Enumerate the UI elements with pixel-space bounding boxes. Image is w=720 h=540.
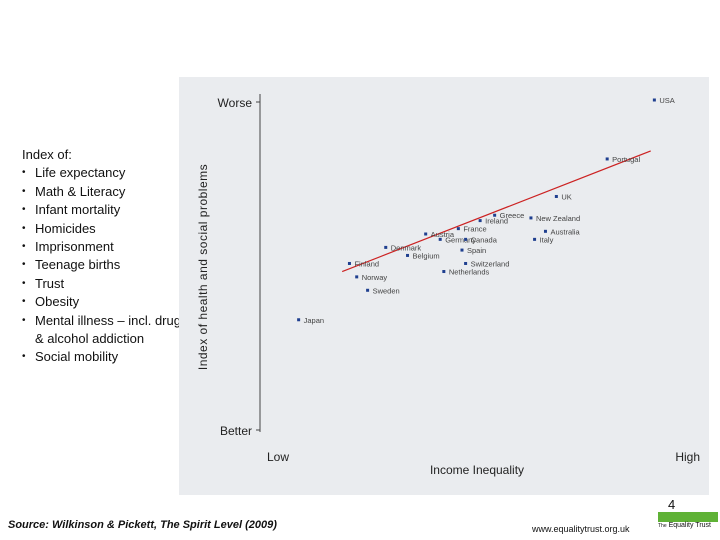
data-label-netherlands: Netherlands xyxy=(449,268,490,277)
data-label-portugal: Portugal xyxy=(612,155,640,164)
data-label-australia: Australia xyxy=(550,227,580,236)
data-point-usa xyxy=(652,98,656,102)
data-label-italy: Italy xyxy=(540,235,554,244)
data-point-austria xyxy=(424,232,428,236)
data-label-canada: Canada xyxy=(471,235,498,244)
data-label-germany: Germany xyxy=(445,235,476,244)
data-label-japan: Japan xyxy=(304,316,324,325)
index-item: Social mobility xyxy=(22,348,187,367)
data-label-usa: USA xyxy=(659,96,674,105)
index-item: Homicides xyxy=(22,220,187,239)
data-label-belgium: Belgium xyxy=(413,251,440,260)
data-label-finland: Finland xyxy=(354,259,379,268)
index-item: Trust xyxy=(22,275,187,294)
data-point-germany xyxy=(438,237,442,241)
data-point-switzerland xyxy=(464,261,468,265)
index-item: Obesity xyxy=(22,293,187,312)
data-point-japan xyxy=(297,318,301,322)
logo-the: The xyxy=(658,523,667,529)
data-label-uk: UK xyxy=(561,192,571,201)
data-point-australia xyxy=(543,229,547,233)
logo-name: Equality Trust xyxy=(668,522,711,529)
data-label-new-zealand: New Zealand xyxy=(536,214,580,223)
logo-green-bar xyxy=(658,512,718,522)
scatter-chart: Worse Better Low High Income Inequality … xyxy=(196,94,700,477)
x-tick-label-high: High xyxy=(675,450,700,464)
data-point-finland xyxy=(347,261,351,265)
data-point-france xyxy=(456,227,460,231)
logo-text: The Equality Trust xyxy=(658,522,711,529)
data-label-spain: Spain xyxy=(467,246,486,255)
index-item: Life expectancy xyxy=(22,164,187,183)
data-point-norway xyxy=(355,275,359,279)
index-item: Teenage births xyxy=(22,256,187,275)
trendline xyxy=(341,150,651,273)
data-point-netherlands xyxy=(442,270,446,274)
equality-trust-logo: The Equality Trust xyxy=(658,512,720,540)
data-point-portugal xyxy=(605,157,609,161)
data-label-ireland: Ireland xyxy=(485,217,508,226)
data-point-canada xyxy=(464,237,468,241)
data-label-france: France xyxy=(463,225,486,234)
data-point-belgium xyxy=(406,253,410,257)
data-point-ireland xyxy=(478,219,482,223)
data-point-greece xyxy=(493,213,497,217)
data-label-denmark: Denmark xyxy=(391,243,422,252)
x-axis-title: Income Inequality xyxy=(430,463,524,477)
chart-panel: Worse Better Low High Income Inequality … xyxy=(179,77,709,495)
website-link[interactable]: www.equalitytrust.org.uk xyxy=(532,524,630,534)
index-heading: Index of: xyxy=(22,147,72,162)
data-point-italy xyxy=(533,237,537,241)
index-item: Infant mortality xyxy=(22,201,187,220)
index-item: Imprisonment xyxy=(22,238,187,257)
index-item: Mental illness – incl. drug & alcohol ad… xyxy=(22,312,187,349)
data-label-norway: Norway xyxy=(362,273,388,282)
data-point-denmark xyxy=(384,245,388,249)
y-tick-label-better: Better xyxy=(220,424,252,438)
data-label-switzerland: Switzerland xyxy=(471,259,510,268)
data-label-sweden: Sweden xyxy=(373,286,400,295)
page-number: 4 xyxy=(668,497,676,512)
data-point-uk xyxy=(554,194,558,198)
y-axis-title: Index of health and social problems xyxy=(196,164,210,370)
source-citation: Source: Wilkinson & Pickett, The Spirit … xyxy=(8,519,277,531)
index-item: Math & Literacy xyxy=(22,183,187,202)
x-tick-label-low: Low xyxy=(267,450,289,464)
index-items: Life expectancy Math & Literacy Infant m… xyxy=(22,164,187,367)
data-point-sweden xyxy=(366,288,370,292)
y-tick-label-worse: Worse xyxy=(218,96,253,110)
index-list: Index of: Life expectancy Math & Literac… xyxy=(22,146,187,367)
data-label-greece: Greece xyxy=(500,211,525,220)
data-label-austria: Austria xyxy=(431,230,455,239)
data-point-spain xyxy=(460,248,464,252)
data-point-new-zealand xyxy=(529,216,533,220)
